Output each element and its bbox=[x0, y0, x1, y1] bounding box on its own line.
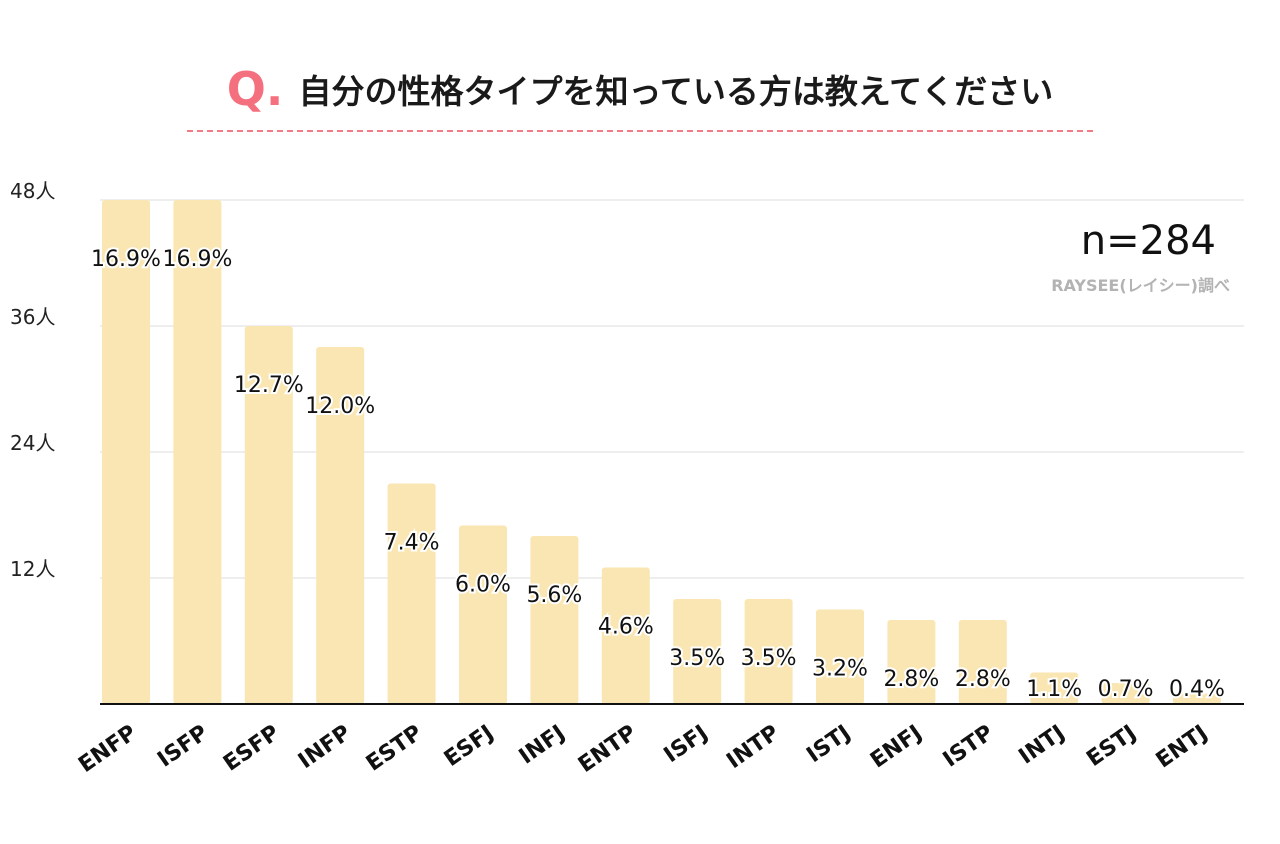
x-tick-label: INTJ bbox=[1015, 720, 1070, 769]
question-header: Q. 自分の性格タイプを知っている方は教えてください bbox=[0, 62, 1280, 116]
data-label: 6.0% bbox=[455, 573, 511, 598]
x-tick-label: ESFJ bbox=[440, 720, 499, 772]
y-tick-label: 12人 bbox=[10, 557, 55, 581]
bar bbox=[744, 599, 793, 704]
data-label: 0.4% bbox=[1169, 677, 1225, 702]
data-label: 5.6% bbox=[526, 583, 582, 608]
y-tick-label: 24人 bbox=[10, 431, 55, 455]
bar bbox=[102, 200, 150, 704]
bar bbox=[1101, 683, 1150, 704]
question-mark: Q. bbox=[226, 62, 284, 116]
bar bbox=[601, 567, 650, 704]
data-label: 12.7% bbox=[234, 373, 304, 398]
source-credit: RAYSEE(レイシー)調べ bbox=[1051, 276, 1230, 295]
x-tick-label: ENFP bbox=[74, 720, 141, 778]
bar bbox=[244, 326, 293, 704]
sample-size: n=284 bbox=[1080, 218, 1216, 264]
x-tick-label: ISTJ bbox=[802, 720, 855, 768]
x-tick-label: ENTP bbox=[574, 720, 641, 778]
x-tick-label: ESTJ bbox=[1082, 720, 1141, 771]
bar bbox=[173, 200, 222, 704]
data-label: 12.0% bbox=[305, 394, 375, 419]
bar bbox=[530, 536, 579, 704]
data-label: 3.5% bbox=[741, 646, 797, 671]
x-tick-label: ENFJ bbox=[866, 720, 927, 773]
bar bbox=[887, 620, 936, 704]
x-tick-label: ESFP bbox=[219, 720, 284, 776]
bar bbox=[459, 525, 507, 704]
x-tick-label: INFJ bbox=[515, 720, 570, 769]
x-tick-label: ENTJ bbox=[1152, 720, 1213, 773]
data-label: 3.5% bbox=[669, 646, 725, 671]
data-label: 0.7% bbox=[1098, 677, 1154, 702]
bar bbox=[316, 347, 365, 704]
bar bbox=[1030, 672, 1079, 704]
bar bbox=[958, 620, 1007, 704]
bar bbox=[816, 609, 864, 704]
data-label: 4.6% bbox=[598, 615, 654, 640]
x-tick-label: INTP bbox=[722, 720, 784, 774]
bar bbox=[673, 599, 722, 704]
data-label: 16.9% bbox=[162, 247, 232, 272]
data-label: 16.9% bbox=[91, 247, 161, 272]
x-tick-label: ISTP bbox=[939, 720, 999, 772]
y-tick-label: 36人 bbox=[10, 305, 55, 329]
y-tick-label: 48人 bbox=[10, 179, 55, 203]
bar bbox=[387, 483, 436, 704]
question-title: 自分の性格タイプを知っている方は教えてください bbox=[298, 72, 1054, 111]
x-tick-label: ESTP bbox=[362, 720, 427, 776]
bar bbox=[1173, 693, 1221, 704]
title-divider bbox=[187, 130, 1093, 132]
data-label: 1.1% bbox=[1026, 677, 1082, 702]
x-tick-label: INFP bbox=[294, 720, 356, 774]
x-tick-label: ISFJ bbox=[660, 720, 713, 768]
data-label: 3.2% bbox=[812, 657, 868, 682]
data-label: 2.8% bbox=[955, 667, 1011, 692]
data-label: 7.4% bbox=[384, 531, 440, 556]
x-tick-label: ISFP bbox=[153, 720, 213, 772]
data-label: 2.8% bbox=[883, 667, 939, 692]
